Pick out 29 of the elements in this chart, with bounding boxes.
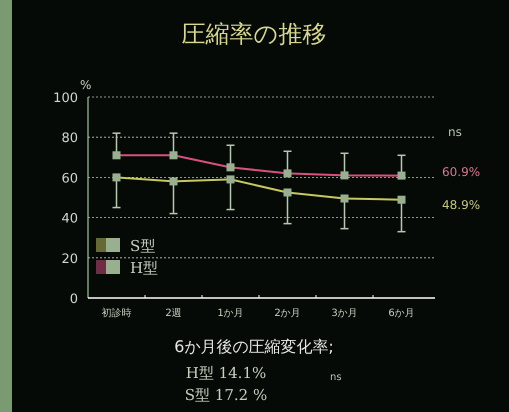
text: 48.9% [442,198,480,212]
point [170,177,178,186]
text: ns [448,125,462,139]
y-tick-label: 0 [70,292,78,307]
text: 60.9% [442,165,480,179]
text: 6か月後の圧縮変化率; [174,337,334,356]
chart-title: 圧縮率の推移 [182,20,326,48]
text: H型 14.1% [186,364,266,382]
x-tick-label: 2週 [165,308,182,319]
legend-label: H型 [130,259,158,277]
point [226,175,234,184]
point [112,173,120,182]
y-tick-label: 80 [61,131,78,146]
y-tick-label: 60 [61,171,78,186]
x-tick-label: 初診時 [102,307,132,319]
point [398,196,406,204]
point [284,188,292,196]
x-tick-label: 2か月 [274,308,301,319]
y-tick-label: 100 [53,91,78,106]
text: S型 17.2 % [184,386,268,404]
y-axis-title: % [80,78,92,92]
legend-label: S型 [130,237,156,255]
y-tick-label: 40 [61,212,78,227]
text: ns [330,372,342,383]
point [340,194,348,203]
x-tick-label: 1か月 [217,308,244,319]
x-tick-label: 6か月 [388,308,415,319]
y-tick-label: 20 [61,252,78,267]
x-tick-label: 3か月 [331,308,358,319]
